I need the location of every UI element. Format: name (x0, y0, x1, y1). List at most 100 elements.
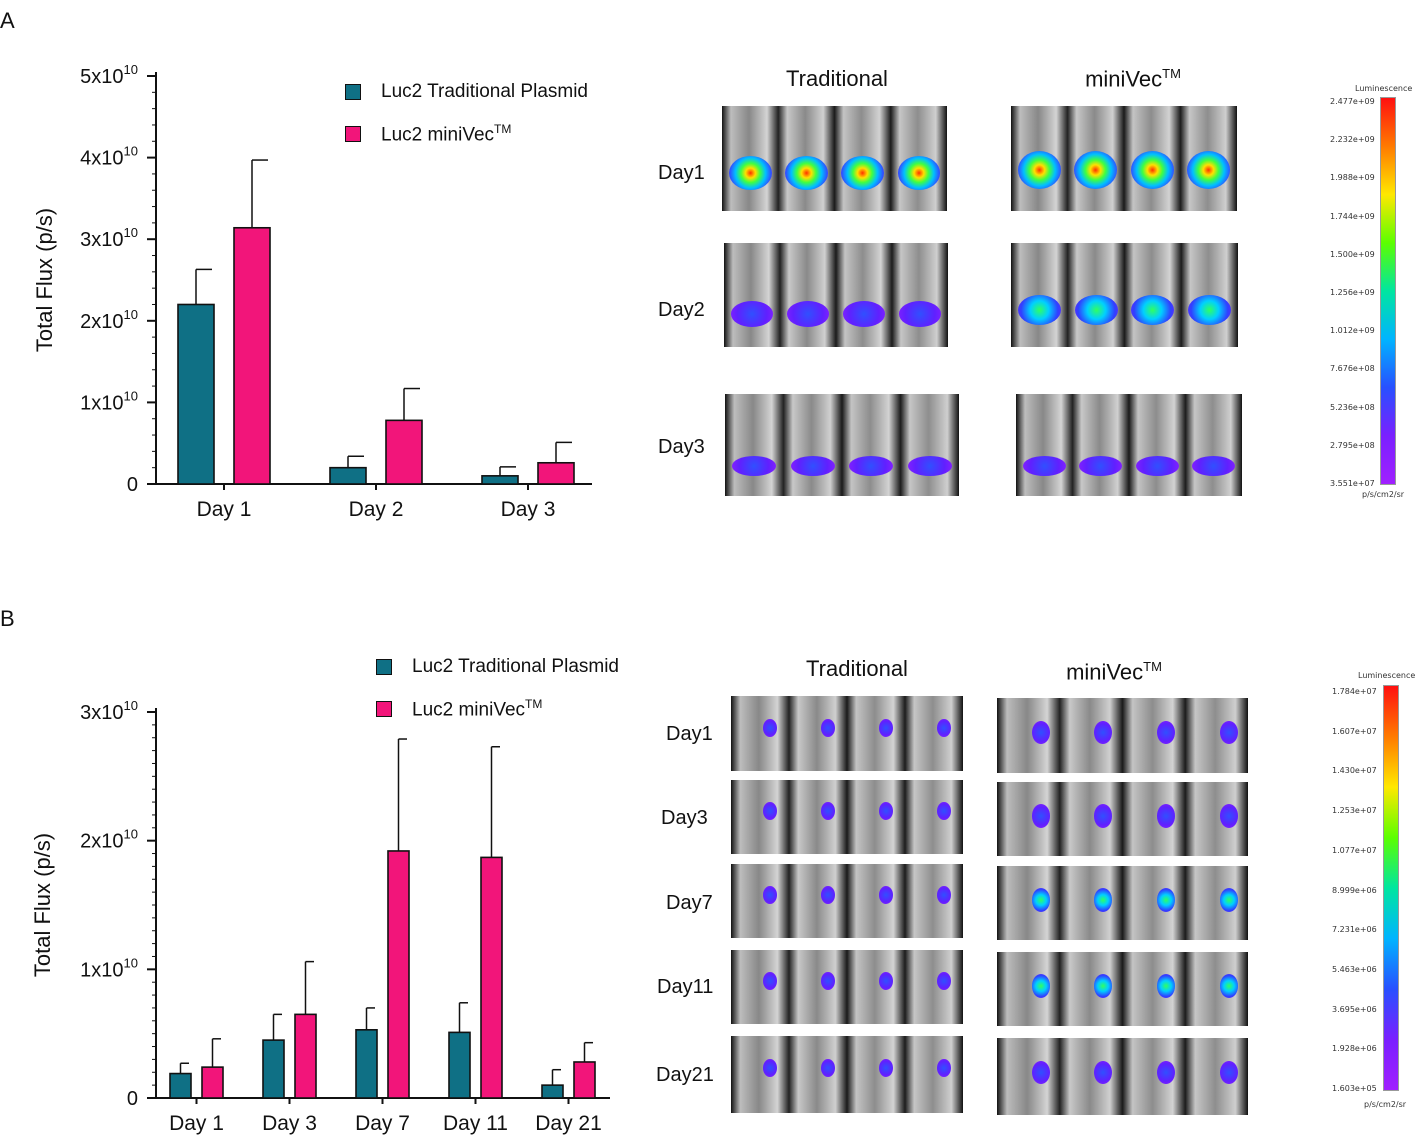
y-tick-label: 2x1010 (80, 307, 138, 333)
luminescence-signal (1219, 720, 1238, 744)
legend-swatch-minivec (345, 126, 361, 142)
y-tick-label: 3x1010 (80, 698, 138, 724)
x-tick-label: Day 3 (262, 1112, 317, 1135)
luminescence-signal (1017, 151, 1061, 189)
luminescence-signal (1031, 720, 1050, 744)
luminescence-signal (786, 301, 830, 327)
bar (262, 1039, 285, 1099)
imaging-tile (731, 780, 963, 854)
imaging-tile (997, 866, 1248, 940)
colorbar-b-tick-label: 1.430e+07 (1332, 766, 1377, 776)
luminescence-signal (730, 301, 774, 327)
colorbar-a-units: p/s/cm2/sr (1362, 490, 1405, 499)
luminescence-signal (936, 802, 951, 821)
imaging-a-row-label: Day1 (658, 162, 705, 184)
luminescence-signal (1094, 888, 1113, 912)
luminescence-signal (762, 972, 777, 991)
colorbar-b-tick-label: 1.928e+06 (1332, 1044, 1377, 1054)
imaging-b-col-traditional: Traditional (806, 656, 908, 681)
bar (387, 850, 410, 1099)
luminescence-signal (936, 886, 951, 905)
colorbar-a-tick-label: 1.012e+09 (1330, 326, 1375, 336)
colorbar-b-units: p/s/cm2/sr (1364, 1100, 1407, 1109)
x-tick-label: Day 21 (535, 1112, 602, 1135)
colorbar-a-tick-label: 2.232e+09 (1330, 135, 1375, 145)
legend-label-traditional: Luc2 Traditional Plasmid (381, 81, 588, 102)
bar (537, 461, 575, 485)
luminescence-signal (1022, 456, 1066, 476)
x-tick-label: Day 7 (355, 1112, 410, 1135)
colorbar-a-tick-label: 1.744e+09 (1330, 211, 1375, 221)
imaging-tile (997, 952, 1248, 1026)
imaging-tile (724, 243, 948, 347)
colorbar-b-tick-label: 1.607e+07 (1332, 726, 1377, 736)
imaging-tile (1011, 106, 1237, 211)
bar (233, 226, 271, 485)
imaging-tile (731, 864, 963, 938)
imaging-tile (731, 696, 963, 771)
colorbar-a-tick-label: 5.236e+08 (1330, 402, 1375, 412)
chart-a: 0 1x1010 2x1010 3x1010 4x1010 5x1010 Total Flu… (32, 62, 592, 521)
luminescence-signal (728, 156, 772, 190)
luminescence-signal (849, 456, 894, 476)
luminescence-signal (820, 718, 835, 737)
imaging-tile (1011, 243, 1238, 347)
luminescence-signal (762, 802, 777, 821)
colorbar-b-tick-label: 8.999e+06 (1332, 885, 1377, 895)
imaging-tile (1016, 394, 1242, 496)
bar (481, 475, 519, 485)
colorbar-b-tick-label: 3.695e+06 (1332, 1004, 1377, 1014)
luminescence-signal (878, 972, 893, 991)
colorbar-a-title: Luminescence (1355, 84, 1413, 93)
luminescence-signal (1031, 804, 1050, 828)
luminescence-signal (1094, 720, 1113, 744)
colorbar-b-tick-label: 7.231e+06 (1332, 925, 1377, 935)
luminescence-signal (1219, 888, 1238, 912)
luminescence-signal (762, 886, 777, 905)
y-tick-label: 2x1010 (80, 827, 138, 853)
luminescence-signal (1130, 151, 1174, 189)
imaging-a-row-label: Day3 (658, 436, 705, 458)
luminescence-signal (897, 156, 941, 190)
luminescence-signal (1157, 720, 1175, 744)
colorbar-a (1380, 97, 1396, 485)
luminescence-signal (1157, 888, 1175, 912)
imaging-a-col-traditional: Traditional (786, 66, 888, 91)
imaging-b-row-label: Day11 (657, 976, 714, 998)
imaging-tile (997, 698, 1248, 773)
luminescence-signal (1094, 804, 1113, 828)
legend-b: Luc2 Traditional Plasmid Luc2 miniVecTM (376, 653, 619, 723)
colorbar-b-tick-label: 5.463e+06 (1332, 964, 1377, 974)
colorbar-a-tick-label: 1.988e+09 (1330, 173, 1375, 183)
luminescence-signal (820, 972, 835, 991)
luminescence-signal (936, 972, 951, 991)
luminescence-signal (878, 886, 893, 905)
imaging-tile (731, 950, 963, 1024)
y-tick-label: 0 (127, 1088, 138, 1110)
colorbar-b-tick-label: 1.784e+07 (1332, 687, 1377, 696)
colorbar-b (1383, 685, 1399, 1091)
imaging-tile (722, 106, 947, 211)
luminescence-signal (936, 718, 951, 737)
panel-label-a: A (0, 8, 15, 33)
bar (329, 466, 367, 485)
bar (201, 1066, 224, 1099)
colorbar-a-tick-label: 1.500e+09 (1330, 249, 1375, 259)
luminescence-signal (878, 802, 893, 821)
bar (541, 1084, 564, 1099)
y-tick-label: 1x1010 (80, 388, 138, 414)
bar (385, 419, 423, 485)
luminescence-signal (820, 802, 835, 821)
luminescence-signal (820, 1059, 835, 1078)
colorbar-b-title: Luminescence (1358, 671, 1416, 680)
legend-swatch-traditional (376, 659, 392, 675)
y-axis-label: Total Flux (p/s) (32, 208, 57, 352)
luminescence-signal (1094, 1061, 1113, 1085)
y-axis-label: Total Flux (p/s) (30, 833, 55, 977)
luminescence-signal (762, 1059, 777, 1078)
luminescence-signal (1157, 1061, 1175, 1085)
y-tick-label: 1x1010 (80, 955, 138, 981)
y-tick-label: 5x1010 (80, 62, 138, 88)
imaging-tile (997, 782, 1248, 856)
imaging-b-row-label: Day3 (661, 807, 708, 829)
